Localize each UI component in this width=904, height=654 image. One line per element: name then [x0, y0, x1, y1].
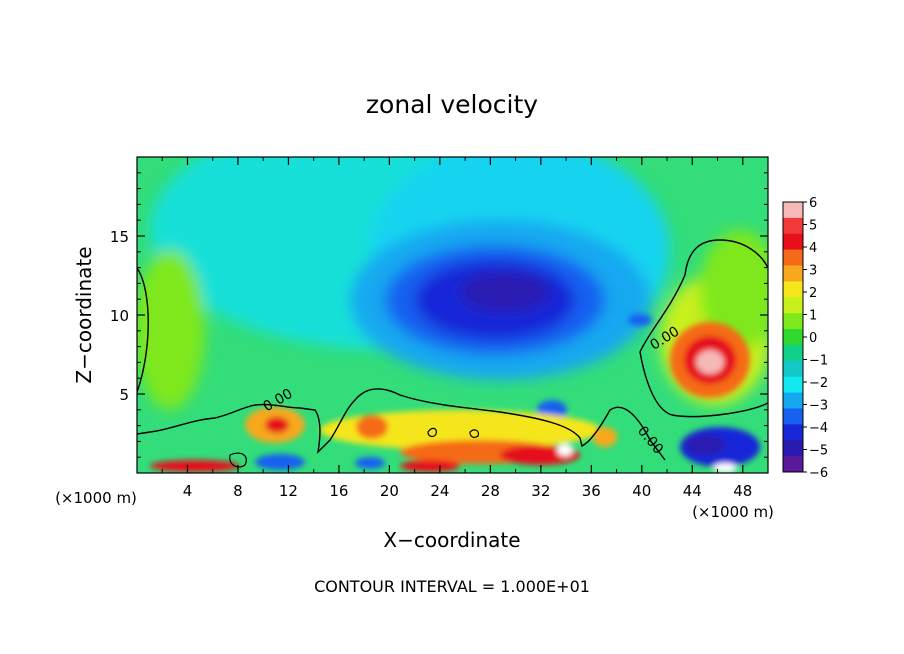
field-blue-small-40 [628, 314, 652, 326]
x-unit-left: (×1000 m) [55, 489, 137, 507]
colorbar-tick-label: −4 [809, 421, 828, 436]
colorbar-tick-label: −6 [809, 466, 828, 481]
y-axis-label: Z−coordinate [72, 246, 96, 383]
x-tick-label: 20 [380, 482, 399, 500]
colorbar-swatch [783, 329, 803, 346]
field-green-right [700, 230, 768, 350]
colorbar-swatch [783, 281, 803, 298]
colorbar-swatch [783, 456, 803, 473]
contour-zero-small-a [427, 427, 437, 438]
colorbar-swatch [783, 265, 803, 282]
chart-title: zonal velocity [366, 90, 538, 119]
colorbar-swatch [783, 424, 803, 441]
colorbar-tick-label: −3 [809, 399, 828, 414]
contour-zero-bottom [137, 388, 666, 461]
field-yellow-band [320, 410, 600, 450]
contour-zero-left [137, 267, 149, 393]
colorbar-tick-label: 3 [809, 264, 817, 279]
colorbar-swatch [783, 376, 803, 394]
colorbar-tick-label: −1 [809, 354, 828, 369]
colorbar-tick-label: 5 [809, 219, 817, 234]
colorbar-tick-label: 2 [809, 286, 817, 301]
field-blue-surface-12 [255, 454, 305, 470]
field-blue-surface-19 [355, 457, 385, 469]
colorbar-tick-label: 1 [809, 309, 817, 324]
x-axis-label: X−coordinate [383, 528, 520, 552]
colorbar-swatch [783, 313, 803, 330]
field-darkblue-surface [685, 435, 725, 455]
colorbar-swatch [783, 233, 803, 251]
x-tick-label: 12 [279, 482, 298, 500]
x-tick-label: 24 [430, 482, 449, 500]
colorbar-swatch [783, 440, 803, 457]
colorbar-tick-label: −5 [809, 444, 828, 459]
field-red-surface-left [150, 460, 240, 472]
field-red-11 [265, 417, 289, 433]
x-tick-label: 8 [233, 482, 243, 500]
contour-zero-small-b [469, 429, 479, 438]
colorbar-swatch [783, 344, 803, 362]
colorbar-tick-label: −2 [809, 376, 828, 391]
colorbar-tick-label: 0 [809, 331, 817, 346]
field-blue-core [460, 272, 550, 312]
colorbar-swatch [783, 217, 803, 235]
x-tick-label: 16 [329, 482, 348, 500]
colorbar-tick-label: 6 [809, 196, 817, 211]
colorbar-swatch [783, 392, 803, 409]
x-tick-label: 36 [582, 482, 601, 500]
colorbar-tick-label: 4 [809, 241, 817, 256]
y-tick-label: 10 [110, 307, 129, 325]
contour-interval-footer: CONTOUR INTERVAL = 1.000E+01 [314, 577, 590, 596]
colorbar-swatch [783, 297, 803, 314]
y-tick-label: 15 [110, 228, 129, 246]
field-green-left [137, 250, 205, 410]
x-tick-label: 28 [481, 482, 500, 500]
colorbar-swatch [783, 408, 803, 425]
field-pink-right [696, 350, 724, 374]
x-tick-label: 40 [632, 482, 651, 500]
y-tick-label: 5 [119, 386, 129, 404]
field-white-spot [557, 444, 573, 456]
colorbar-swatch [783, 249, 803, 267]
x-tick-label: 32 [531, 482, 550, 500]
x-tick-label: 4 [183, 482, 193, 500]
colorbar-swatch [783, 360, 803, 378]
field-orange-37 [593, 427, 617, 447]
x-tick-label: 48 [733, 482, 752, 500]
x-unit-right: (×1000 m) [692, 503, 774, 521]
x-axis-ticks: 4 8 12 16 20 24 28 32 36 40 44 48 [161, 157, 752, 500]
x-tick-label: 44 [683, 482, 702, 500]
contour-zero-right [639, 239, 768, 418]
y-axis-ticks: 5 10 15 [110, 172, 768, 458]
field-white-surface-right [713, 463, 737, 473]
colorbar: 6 5 4 3 2 1 0 −1 −2 −3 −4 −5 −6 [782, 196, 828, 481]
contour-zero-small-c [229, 452, 247, 468]
velocity-field: 0.00 0.00 0.00 [137, 157, 768, 473]
field-orange-18 [356, 415, 388, 439]
colorbar-swatch [783, 202, 803, 219]
field-red-surface-mid [400, 460, 460, 472]
